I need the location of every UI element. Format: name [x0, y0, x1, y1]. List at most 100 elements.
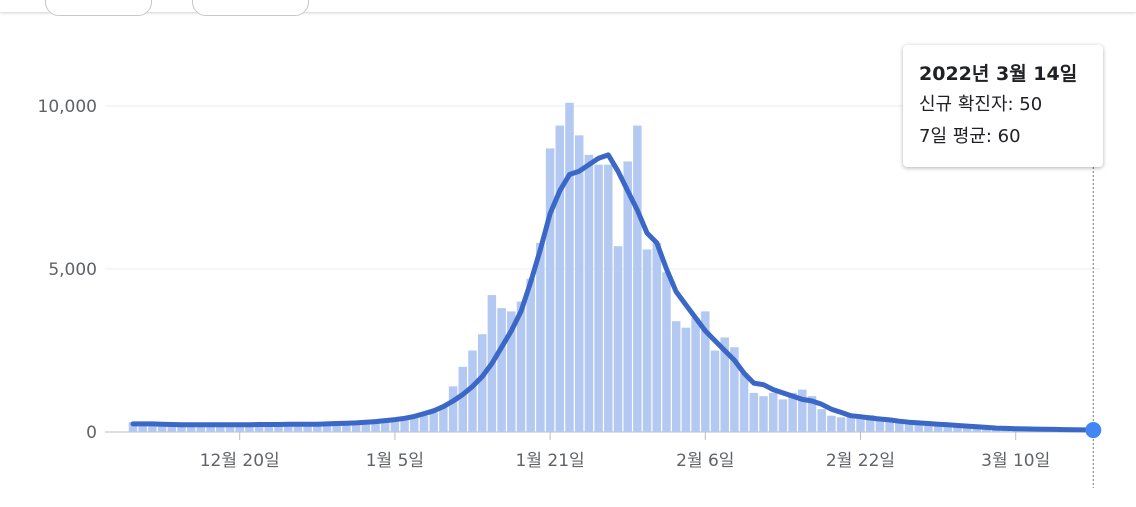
y-tick-label: 10,000	[38, 97, 97, 117]
bar	[400, 419, 409, 432]
bar	[972, 427, 982, 432]
bar	[681, 327, 691, 432]
bar	[477, 334, 487, 432]
bar	[953, 424, 962, 432]
bar	[419, 415, 429, 432]
bar	[798, 389, 807, 432]
selected-point-marker[interactable]	[1085, 422, 1102, 439]
x-tick-label: 12월 20일	[200, 451, 280, 471]
y-axis-ticks: 0 5,000 10,000	[38, 97, 97, 443]
bar	[691, 317, 700, 432]
tooltip-average: 7일 평균: 60	[919, 126, 1021, 147]
bar	[303, 424, 312, 432]
bar	[322, 424, 332, 432]
bar	[148, 423, 157, 432]
y-tick-label: 0	[86, 423, 97, 443]
bar	[875, 417, 885, 432]
bar	[448, 386, 458, 432]
tooltip-new-cases: 신규 확진자: 50	[919, 94, 1043, 115]
x-tick-label: 3월 10일	[981, 451, 1050, 471]
bar	[623, 161, 632, 433]
bar	[943, 422, 953, 432]
x-tick-label: 2월 22일	[826, 451, 895, 471]
bar	[778, 399, 788, 432]
bar	[264, 424, 274, 432]
bar	[332, 423, 341, 432]
bar	[933, 422, 943, 432]
daily-bars	[128, 102, 1098, 433]
tooltip-date: 2022년 3월 14일	[919, 63, 1078, 85]
bar	[846, 416, 856, 432]
bar	[584, 154, 594, 432]
bar	[545, 148, 555, 432]
bar	[458, 366, 468, 432]
bar	[633, 125, 642, 432]
bar	[293, 425, 303, 432]
bar	[313, 424, 322, 432]
bar	[604, 164, 613, 432]
bar	[836, 417, 846, 432]
bar	[768, 392, 778, 432]
bar	[157, 424, 167, 432]
y-tick-label: 5,000	[48, 260, 97, 280]
x-tick-label: 2월 6일	[676, 451, 734, 471]
bar	[895, 422, 904, 432]
bar	[555, 125, 565, 432]
bar	[701, 311, 710, 432]
bar	[536, 242, 545, 432]
bar	[439, 405, 448, 432]
bar	[613, 246, 623, 432]
bar	[662, 272, 671, 432]
bar	[594, 164, 603, 432]
x-tick-label: 1월 5일	[366, 451, 424, 471]
bar	[652, 242, 662, 432]
bar	[177, 426, 186, 432]
bar	[710, 350, 720, 432]
bar	[138, 423, 147, 432]
tooltip: 2022년 3월 14일 신규 확진자: 50 7일 평균: 60	[903, 45, 1103, 167]
bar	[565, 102, 574, 433]
bar	[574, 135, 584, 432]
bar	[924, 424, 933, 432]
bar	[497, 308, 506, 432]
bar	[254, 425, 264, 432]
bar	[468, 350, 477, 432]
bar	[167, 425, 177, 432]
bar	[749, 392, 759, 432]
bar	[507, 311, 516, 432]
bar	[526, 278, 535, 432]
bar	[206, 425, 215, 432]
bar	[371, 422, 380, 432]
bar	[245, 425, 254, 432]
bar	[186, 425, 196, 432]
bar	[216, 425, 225, 432]
bar	[642, 249, 652, 432]
bar	[788, 392, 797, 432]
bar	[361, 423, 371, 432]
bar	[759, 396, 768, 432]
x-axis-ticks: 12월 20일 1월 5일 1월 21일 2월 6일 2월 22일 3월 10일	[200, 432, 1050, 471]
bar	[739, 373, 749, 432]
bar	[807, 396, 817, 432]
bar	[904, 422, 914, 432]
bar	[283, 425, 293, 432]
x-tick-label: 1월 21일	[516, 451, 585, 471]
average-line	[130, 152, 1096, 433]
bar	[865, 415, 875, 432]
bar	[730, 347, 739, 432]
bar	[962, 425, 972, 432]
bar	[914, 423, 923, 432]
bar	[380, 421, 390, 432]
bar	[516, 301, 526, 432]
bar	[235, 425, 244, 432]
bar	[225, 425, 235, 432]
bar	[196, 426, 206, 432]
bar	[671, 321, 681, 432]
bar	[817, 409, 826, 432]
bar	[720, 337, 729, 432]
bar	[429, 412, 438, 432]
bar	[128, 422, 138, 432]
bar	[274, 424, 283, 432]
bar	[351, 424, 361, 432]
